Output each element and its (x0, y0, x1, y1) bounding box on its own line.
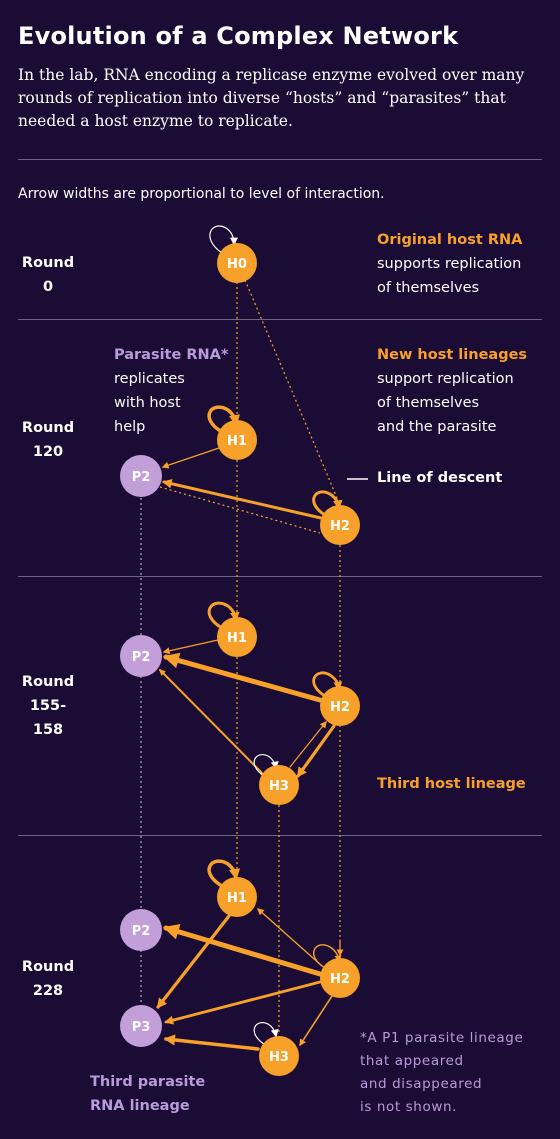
annotation-new-host: New host lineages support replication of… (377, 347, 528, 435)
node-h1-round-228: H1 (217, 877, 257, 917)
node-h3-round-155: H3 (259, 765, 299, 805)
arrow-width-note: Arrow widths are proportional to level o… (18, 186, 385, 202)
arrow-h2-p2-r228 (162, 923, 323, 977)
self-loop-h3-r228 (253, 1022, 279, 1045)
svg-text:P2: P2 (132, 470, 151, 485)
svg-text:H1: H1 (227, 631, 247, 646)
self-loop-h3-r155 (253, 754, 279, 777)
interaction-arrows (156, 447, 344, 1051)
svg-text:P2: P2 (132, 924, 151, 939)
arrow-h1-p3-r228 (156, 914, 231, 1009)
node-h2-round-120: H2 (320, 505, 360, 545)
node-p2-round-228: P2 (120, 909, 162, 951)
annotation-third-parasite: Third parasite RNA lineage (90, 1074, 206, 1114)
descent-lines (140, 279, 341, 1035)
node-h1-round-120: H1 (217, 420, 257, 460)
self-loop-h1-r155 (207, 601, 240, 630)
divider-header (18, 159, 542, 160)
descent-p2-h2-r120 (159, 486, 321, 534)
node-h2-round-228: H2 (320, 958, 360, 998)
self-loop-h2-r228 (312, 944, 342, 969)
divider-round-120 (18, 576, 542, 577)
intro-text: In the lab, RNA encoding a replicase enz… (18, 66, 525, 130)
node-h1-round-155: H1 (217, 617, 257, 657)
svg-text:H1: H1 (227, 434, 247, 449)
arrow-h2-p2-r120 (162, 479, 323, 520)
svg-text:H1: H1 (227, 891, 247, 906)
self-loops (207, 225, 343, 1045)
arrow-h2-p2-r155 (162, 652, 323, 703)
round-label-228: Round 228 (21, 959, 75, 999)
annotation-original-host: Original host RNA supports replication o… (377, 232, 523, 296)
node-h2-round-155: H2 (320, 686, 360, 726)
divider-round-155 (18, 835, 542, 836)
round-label-120: Round 120 (21, 420, 75, 460)
self-loop-h0 (209, 225, 238, 254)
round-label-0: Round 0 (21, 255, 75, 295)
nodes: H0 H1 P2 H2 H1 P2 H2 H3 (120, 243, 360, 1076)
annotation-parasite: Parasite RNA* replicates with host help (114, 347, 229, 435)
divider-round-0 (18, 319, 542, 320)
svg-text:H3: H3 (269, 779, 289, 794)
svg-text:H0: H0 (227, 257, 247, 272)
arrow-h2-p3-r228 (164, 980, 322, 1025)
annotation-line-of-descent: Line of descent (377, 470, 503, 486)
arrow-h3-p2-r155 (159, 669, 263, 774)
svg-text:P2: P2 (132, 650, 151, 665)
node-p3-round-228: P3 (120, 1005, 162, 1047)
node-h0-round-0: H0 (217, 243, 257, 283)
svg-text:H2: H2 (330, 972, 350, 987)
arrow-h3-h2-r155 (289, 720, 327, 768)
svg-text:H2: H2 (330, 519, 350, 534)
self-loop-h2-r155 (312, 671, 343, 698)
footnote: *A P1 parasite lineage that appeared and… (360, 1030, 524, 1115)
svg-text:H3: H3 (269, 1050, 289, 1065)
arrow-h1-p2-r155 (162, 639, 219, 655)
node-p2-round-155: P2 (120, 635, 162, 677)
arrow-h1-p2-r120 (161, 447, 220, 469)
node-h3-round-228: H3 (259, 1036, 299, 1076)
arrow-h2-h1-r228 (256, 908, 323, 967)
round-label-155-158: Round 155- 158 (21, 674, 75, 738)
self-loop-h1-r120 (207, 405, 241, 434)
arrow-h2-h3-r155 (296, 724, 336, 778)
arrow-h2-h3-r228 (299, 995, 333, 1047)
descent-h0-h2 (244, 279, 341, 506)
self-loop-h2-r120 (312, 490, 343, 517)
svg-text:H2: H2 (330, 700, 350, 715)
annotation-third-host: Third host lineage (377, 776, 526, 792)
arrow-h3-p3-r228 (163, 1034, 260, 1051)
node-p2-round-120: P2 (120, 455, 162, 497)
page-title: Evolution of a Complex Network (18, 22, 459, 50)
self-loop-h1-r228 (207, 859, 241, 888)
svg-text:P3: P3 (132, 1020, 151, 1035)
